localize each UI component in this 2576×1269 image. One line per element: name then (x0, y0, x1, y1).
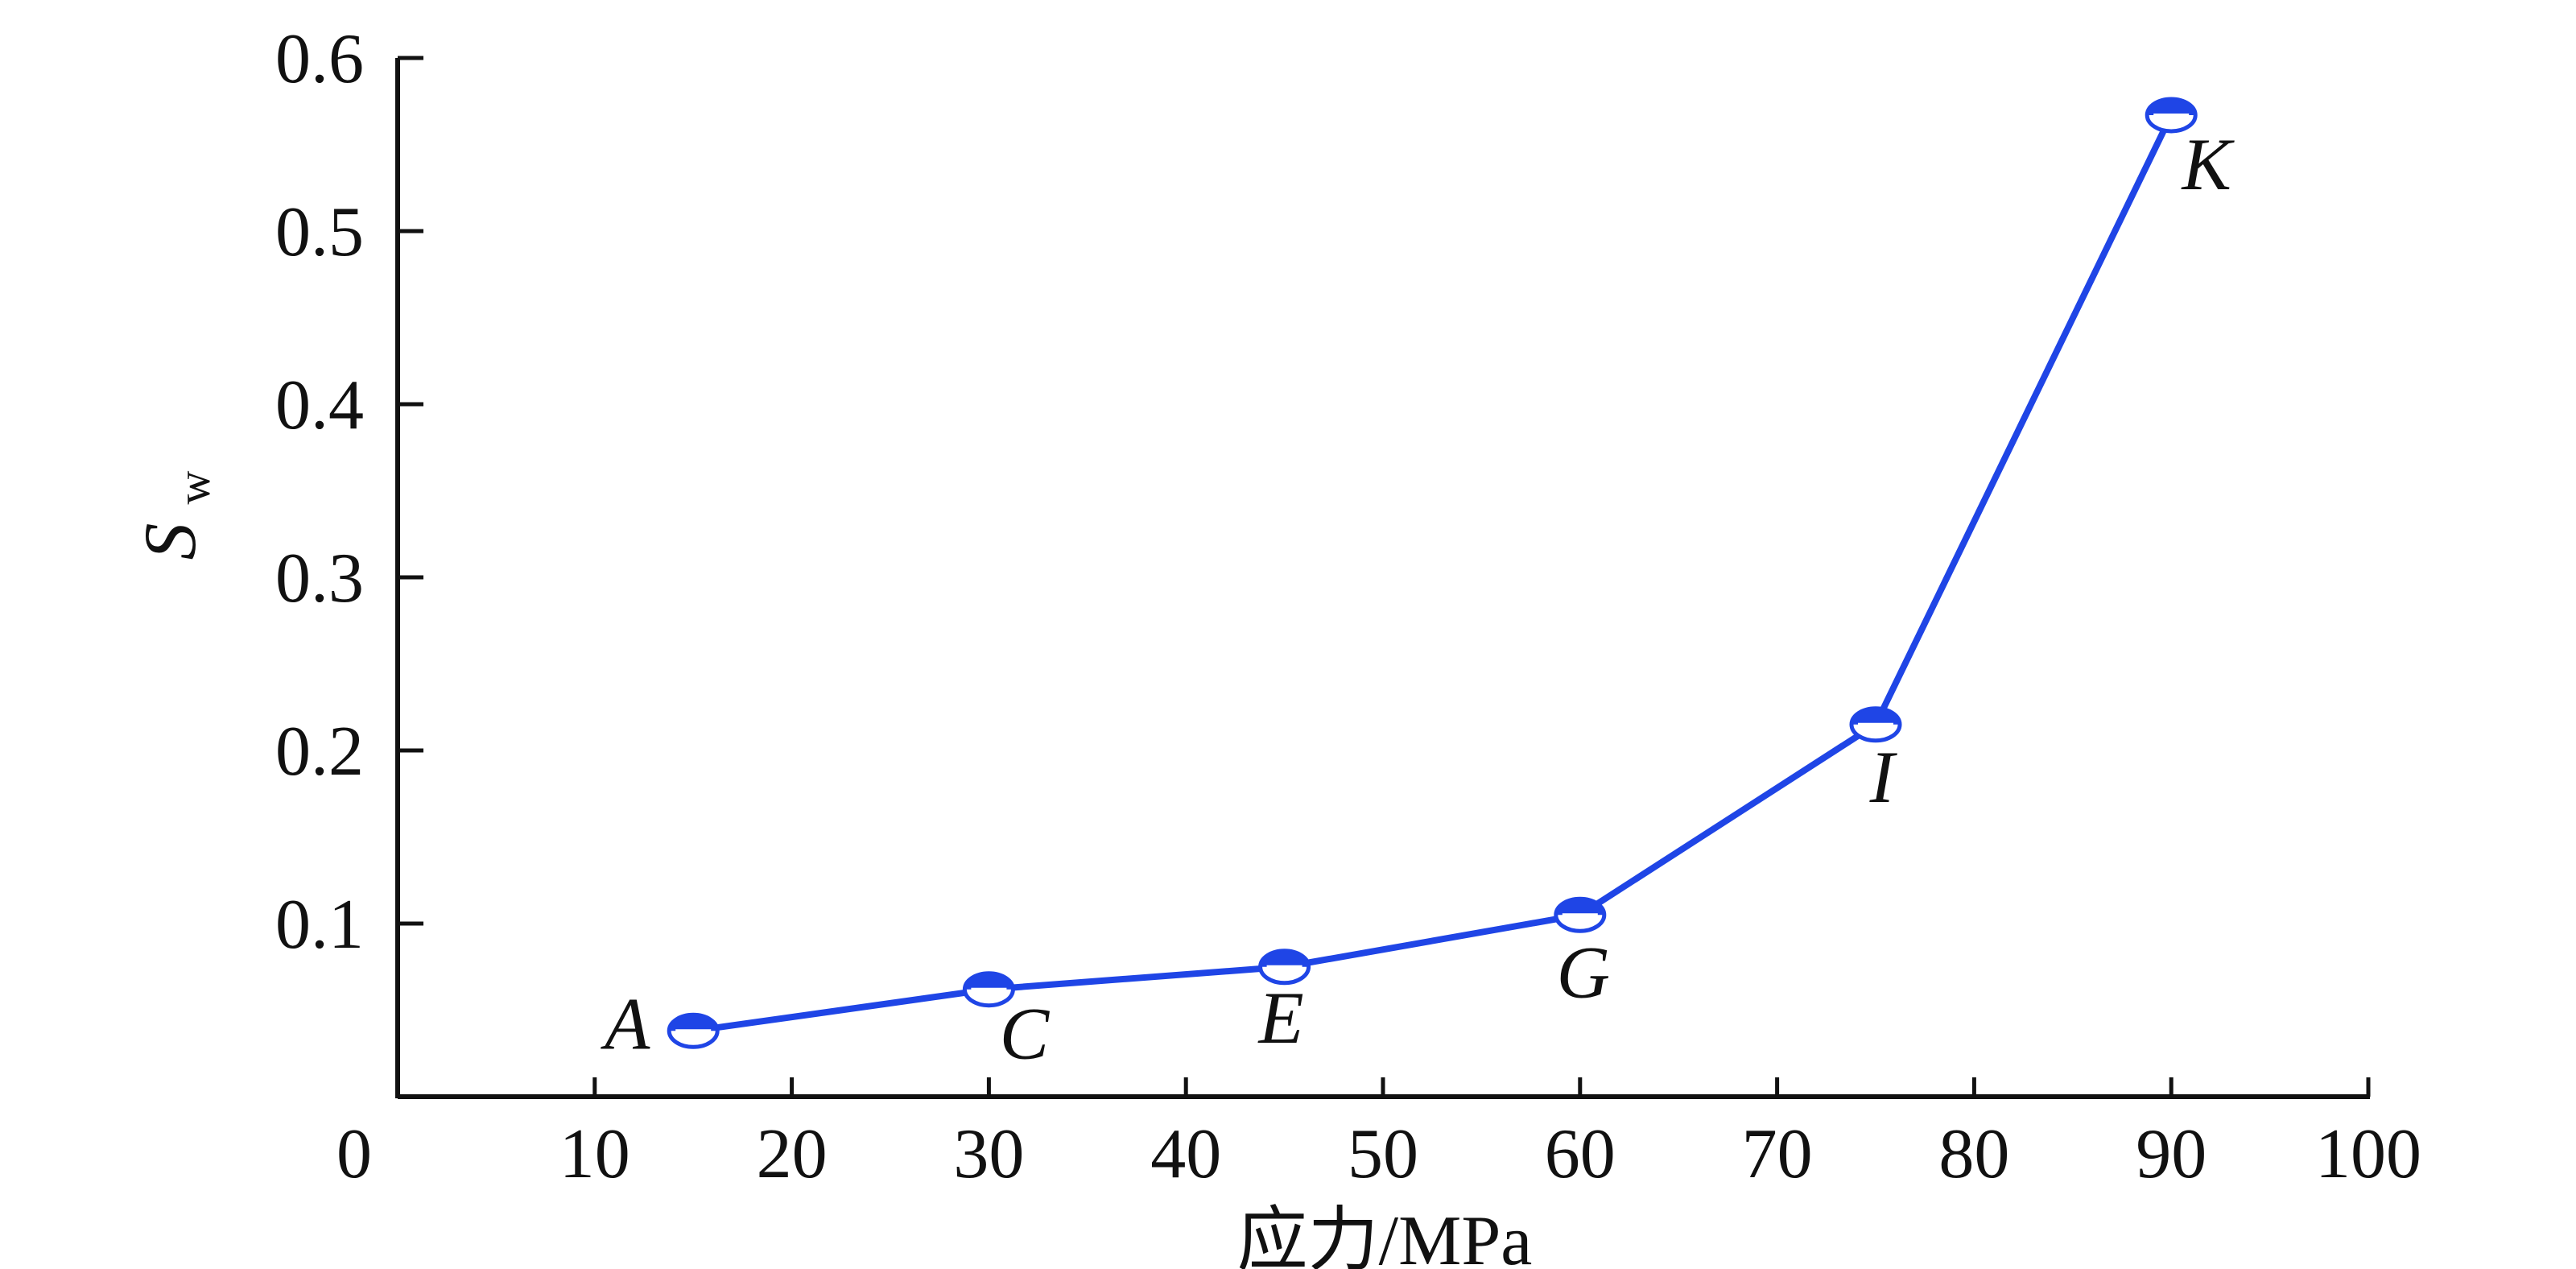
data-point-label: E (1257, 977, 1303, 1059)
y-axis-label-group: S w (129, 470, 220, 560)
data-point-label: G (1557, 931, 1610, 1013)
data-point-marker (1849, 706, 1902, 743)
series-line-segment (690, 986, 993, 1035)
x-tick-label: 40 (1150, 1115, 1221, 1193)
series-line-segment (985, 963, 1288, 993)
x-tick-label: 30 (953, 1115, 1024, 1193)
data-point-marker (962, 971, 1015, 1008)
data-point-marker (667, 1012, 720, 1049)
x-tick-label: 80 (1938, 1115, 2009, 1193)
origin-tick-label: 0 (336, 1115, 372, 1193)
x-tick-label: 50 (1348, 1115, 1418, 1193)
y-tick-label: 0.5 (275, 193, 364, 271)
x-tick-label: 70 (1742, 1115, 1813, 1193)
x-tick-label: 10 (559, 1115, 630, 1193)
data-point-label: A (600, 982, 650, 1064)
data-series (667, 97, 2198, 1049)
data-point-marker (1258, 949, 1311, 986)
y-axis-label-subscript: w (167, 470, 220, 504)
series-line-segment (1576, 721, 1879, 919)
labels: A C E G I K (600, 123, 2235, 1075)
y-tick-label: 0.6 (275, 20, 364, 98)
data-point-label: K (2181, 123, 2235, 205)
y-axis-label: S w (129, 470, 220, 560)
series-line-segment (1872, 111, 2175, 728)
data-point-marker (1554, 896, 1607, 933)
x-tick-label: 60 (1545, 1115, 1616, 1193)
x-tick-label: 20 (757, 1115, 828, 1193)
x-tick-label: 90 (2136, 1115, 2207, 1193)
data-point-label: I (1869, 736, 1898, 818)
y-tick-label: 0.2 (275, 713, 364, 791)
y-tick-label: 0.4 (275, 366, 364, 444)
y-axis-label-main: S (129, 523, 211, 560)
data-point-label: C (1000, 993, 1051, 1075)
series-line-segment (1281, 911, 1583, 970)
x-axis-label: 应力/MPa (1237, 1202, 1533, 1269)
y-tick-label: 0.1 (275, 886, 364, 964)
x-tick-label: 100 (2315, 1115, 2421, 1193)
y-tick-label: 0.3 (275, 539, 364, 618)
axes: 10 20 30 40 50 60 70 80 90 100 0.1 0.2 0.3 0.4 0.5 0.6 (275, 20, 2421, 1193)
data-point-marker (2145, 97, 2198, 134)
